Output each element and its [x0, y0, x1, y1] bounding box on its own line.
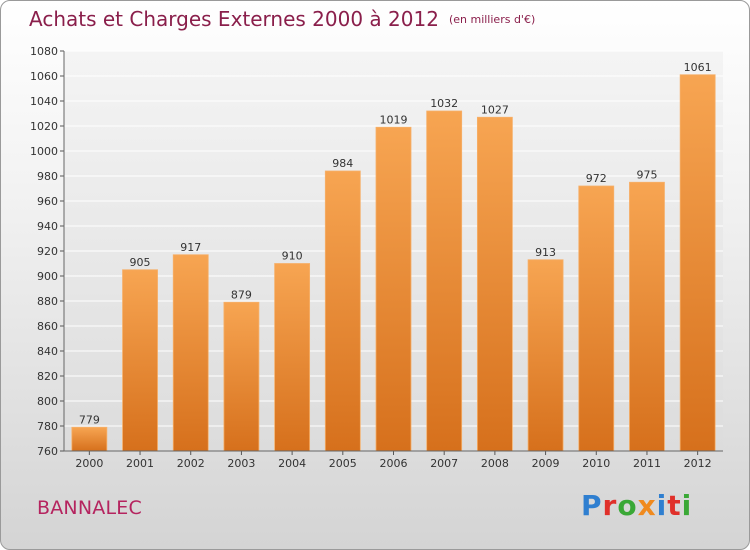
city-name: BANNALEC [37, 497, 142, 519]
bar-value-label: 1032 [430, 97, 458, 110]
bar [324, 170, 361, 452]
bar-value-label: 905 [130, 256, 151, 269]
bar-value-label: 913 [535, 246, 556, 259]
x-tick-label: 2012 [684, 457, 712, 470]
bar [71, 426, 108, 452]
y-axis: 760 780 800 820 840 860 880 900 920 940 960 980 1000… [30, 45, 65, 458]
x-tick-label: 2003 [227, 457, 255, 470]
bar [578, 185, 615, 452]
y-tick-label: 980 [37, 170, 58, 183]
y-tick-label: 960 [37, 195, 58, 208]
logo-letter: i [681, 489, 693, 522]
x-tick-label: 2000 [75, 457, 103, 470]
x-tick-label: 2010 [582, 457, 610, 470]
y-tick-label: 880 [37, 295, 58, 308]
bar [527, 259, 564, 452]
logo-letter: r [602, 489, 618, 522]
bar-value-label: 1019 [380, 113, 408, 126]
x-tick-label: 2007 [430, 457, 458, 470]
bar-value-label: 1061 [684, 61, 712, 74]
y-tick-label: 860 [37, 320, 58, 333]
y-tick-label: 800 [37, 395, 58, 408]
bar [629, 181, 665, 452]
y-tick-label: 940 [37, 220, 58, 233]
bar [375, 126, 412, 452]
x-tick-label: 2004 [278, 457, 306, 470]
x-axis: 2000 2001 2002 2003 2004 2005 2006 2007 2008 2009… [64, 450, 723, 470]
bar [679, 74, 716, 452]
logo-letter: t [667, 489, 682, 522]
x-tick-label: 2002 [177, 457, 205, 470]
bar-value-label: 972 [586, 172, 607, 185]
logo-letter: x [637, 489, 657, 522]
y-tick-label: 1000 [30, 145, 58, 158]
y-tick-label: 840 [37, 345, 58, 358]
chart-title: Achats et Charges Externes 2000 à 2012 (e… [29, 7, 535, 31]
bar [122, 269, 158, 452]
bar-value-label: 975 [636, 168, 657, 181]
y-tick-label: 920 [37, 245, 58, 258]
bar [223, 301, 260, 452]
x-tick-label: 2006 [380, 457, 408, 470]
bar [172, 254, 209, 452]
bar-value-label: 1027 [481, 103, 509, 116]
bar-value-label: 917 [180, 241, 201, 254]
y-tick-label: 780 [37, 420, 58, 433]
y-tick-label: 1060 [30, 70, 58, 83]
logo-letter: P [581, 489, 603, 522]
logo-letter: i [656, 489, 668, 522]
bars: 779 905 917 879 910 984 1019 1032 1027 913 972 975 1… [71, 61, 716, 452]
bar-value-label: 984 [332, 157, 353, 170]
y-tick-label: 1040 [30, 95, 58, 108]
bar-value-label: 910 [282, 250, 303, 263]
logo-letter: o [617, 489, 638, 522]
bar [274, 263, 311, 452]
x-tick-label: 2008 [481, 457, 509, 470]
y-tick-label: 760 [37, 445, 58, 458]
bar-value-label: 779 [79, 413, 100, 426]
y-tick-label: 1020 [30, 120, 58, 133]
bar [426, 110, 463, 452]
x-tick-label: 2011 [633, 457, 661, 470]
x-tick-label: 2001 [126, 457, 154, 470]
bar [476, 116, 513, 452]
y-tick-label: 820 [37, 370, 58, 383]
proxiti-logo: Proxiti [581, 489, 692, 522]
bar-value-label: 879 [231, 288, 252, 301]
x-tick-label: 2009 [532, 457, 560, 470]
y-tick-label: 900 [37, 270, 58, 283]
chart-unit: (en milliers d'€) [448, 13, 536, 26]
x-tick-label: 2005 [329, 457, 357, 470]
y-tick-label: 1080 [30, 45, 58, 58]
chart-title-text: Achats et Charges Externes 2000 à 2012 [29, 7, 439, 31]
